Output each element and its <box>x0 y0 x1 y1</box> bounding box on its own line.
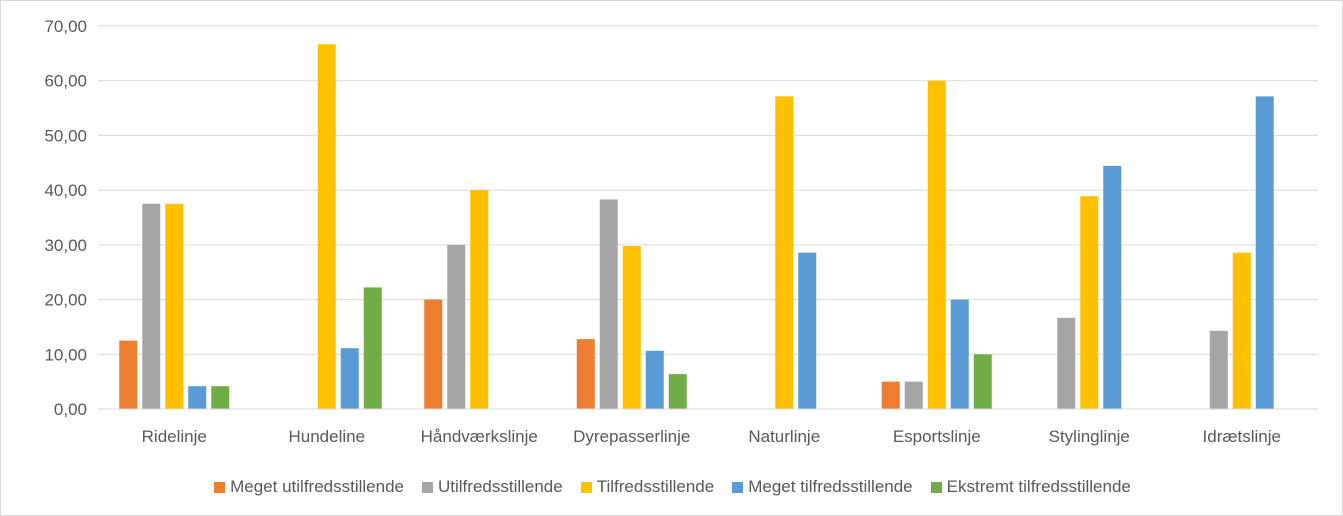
bar <box>447 244 466 409</box>
gridlines <box>98 25 1318 355</box>
y-tick-label: 20,00 <box>44 291 87 310</box>
bar <box>668 374 687 409</box>
bar <box>1057 317 1076 409</box>
bar <box>881 381 900 409</box>
bar <box>950 299 969 409</box>
bar <box>188 386 207 409</box>
y-tick-label: 40,00 <box>44 181 87 200</box>
bar <box>927 80 946 409</box>
bar <box>1080 196 1099 409</box>
x-category-label: Esportslinje <box>893 427 981 446</box>
x-axis-category-labels: Ridelinje Hundeline Håndværkslinje Dyrepass… <box>142 427 1281 446</box>
y-tick-label: 50,00 <box>44 126 87 145</box>
bar <box>340 348 359 409</box>
legend-label: Meget utilfredsstillende <box>230 477 404 496</box>
legend-item: Utilfredsstillende <box>422 477 563 497</box>
x-category-label: Dyrepasserlinje <box>573 427 690 446</box>
legend-label: Utilfredsstillende <box>438 477 563 496</box>
bar <box>576 339 595 409</box>
x-category-label: Ridelinje <box>142 427 207 446</box>
bar <box>470 190 489 409</box>
bar <box>1255 96 1274 409</box>
bar <box>165 203 184 409</box>
bar-chart: 0,0010,0020,0030,0040,0050,0060,0070,00 … <box>44 17 1318 446</box>
bar <box>798 252 817 409</box>
legend-item: Ekstremt tilfredsstillende <box>930 477 1131 497</box>
bar <box>904 381 923 409</box>
x-category-label: Hundeline <box>288 427 365 446</box>
bar <box>645 350 664 409</box>
bar <box>1103 165 1122 409</box>
y-tick-label: 0,00 <box>54 400 87 419</box>
bar <box>424 299 443 409</box>
legend-swatch <box>580 481 592 493</box>
bar <box>363 287 382 409</box>
legend-label: Meget tilfredsstillende <box>748 477 913 496</box>
y-tick-label: 70,00 <box>44 17 87 36</box>
bar <box>119 340 138 409</box>
y-tick-label: 60,00 <box>44 72 87 91</box>
legend-item: Tilfredsstillende <box>580 477 715 497</box>
y-axis-tick-labels: 0,00 10,00 20,00 30,00 40,00 50,00 60,00 70,00 <box>44 17 87 419</box>
bar <box>622 246 641 409</box>
legend-swatch <box>422 481 433 493</box>
x-category-label: Håndværkslinje <box>421 427 538 446</box>
bar <box>211 386 230 409</box>
x-category-label: Stylinglinje <box>1049 427 1130 446</box>
legend-swatch <box>214 481 226 493</box>
legend-item: Meget tilfredsstillende <box>732 477 913 497</box>
bar <box>973 354 992 409</box>
x-category-label: Naturlinje <box>748 427 820 446</box>
legend: Meget utilfredsstillende Utilfredsstillen… <box>1 475 1343 499</box>
bar <box>317 44 336 410</box>
bar <box>1232 252 1251 409</box>
y-tick-label: 30,00 <box>44 236 87 255</box>
legend-label: Ekstremt tilfredsstillende <box>946 477 1131 496</box>
legend-swatch <box>930 481 942 493</box>
bar <box>775 96 794 409</box>
legend-label: Tilfredsstillende <box>596 477 715 496</box>
bar <box>599 199 618 409</box>
bars <box>119 44 1274 410</box>
legend-item: Meget utilfredsstillende <box>214 477 404 497</box>
bar <box>142 203 161 409</box>
y-tick-label: 10,00 <box>44 345 87 364</box>
x-category-label: Idrætslinje <box>1203 427 1281 446</box>
bar <box>1209 330 1228 409</box>
legend-swatch <box>732 481 744 493</box>
